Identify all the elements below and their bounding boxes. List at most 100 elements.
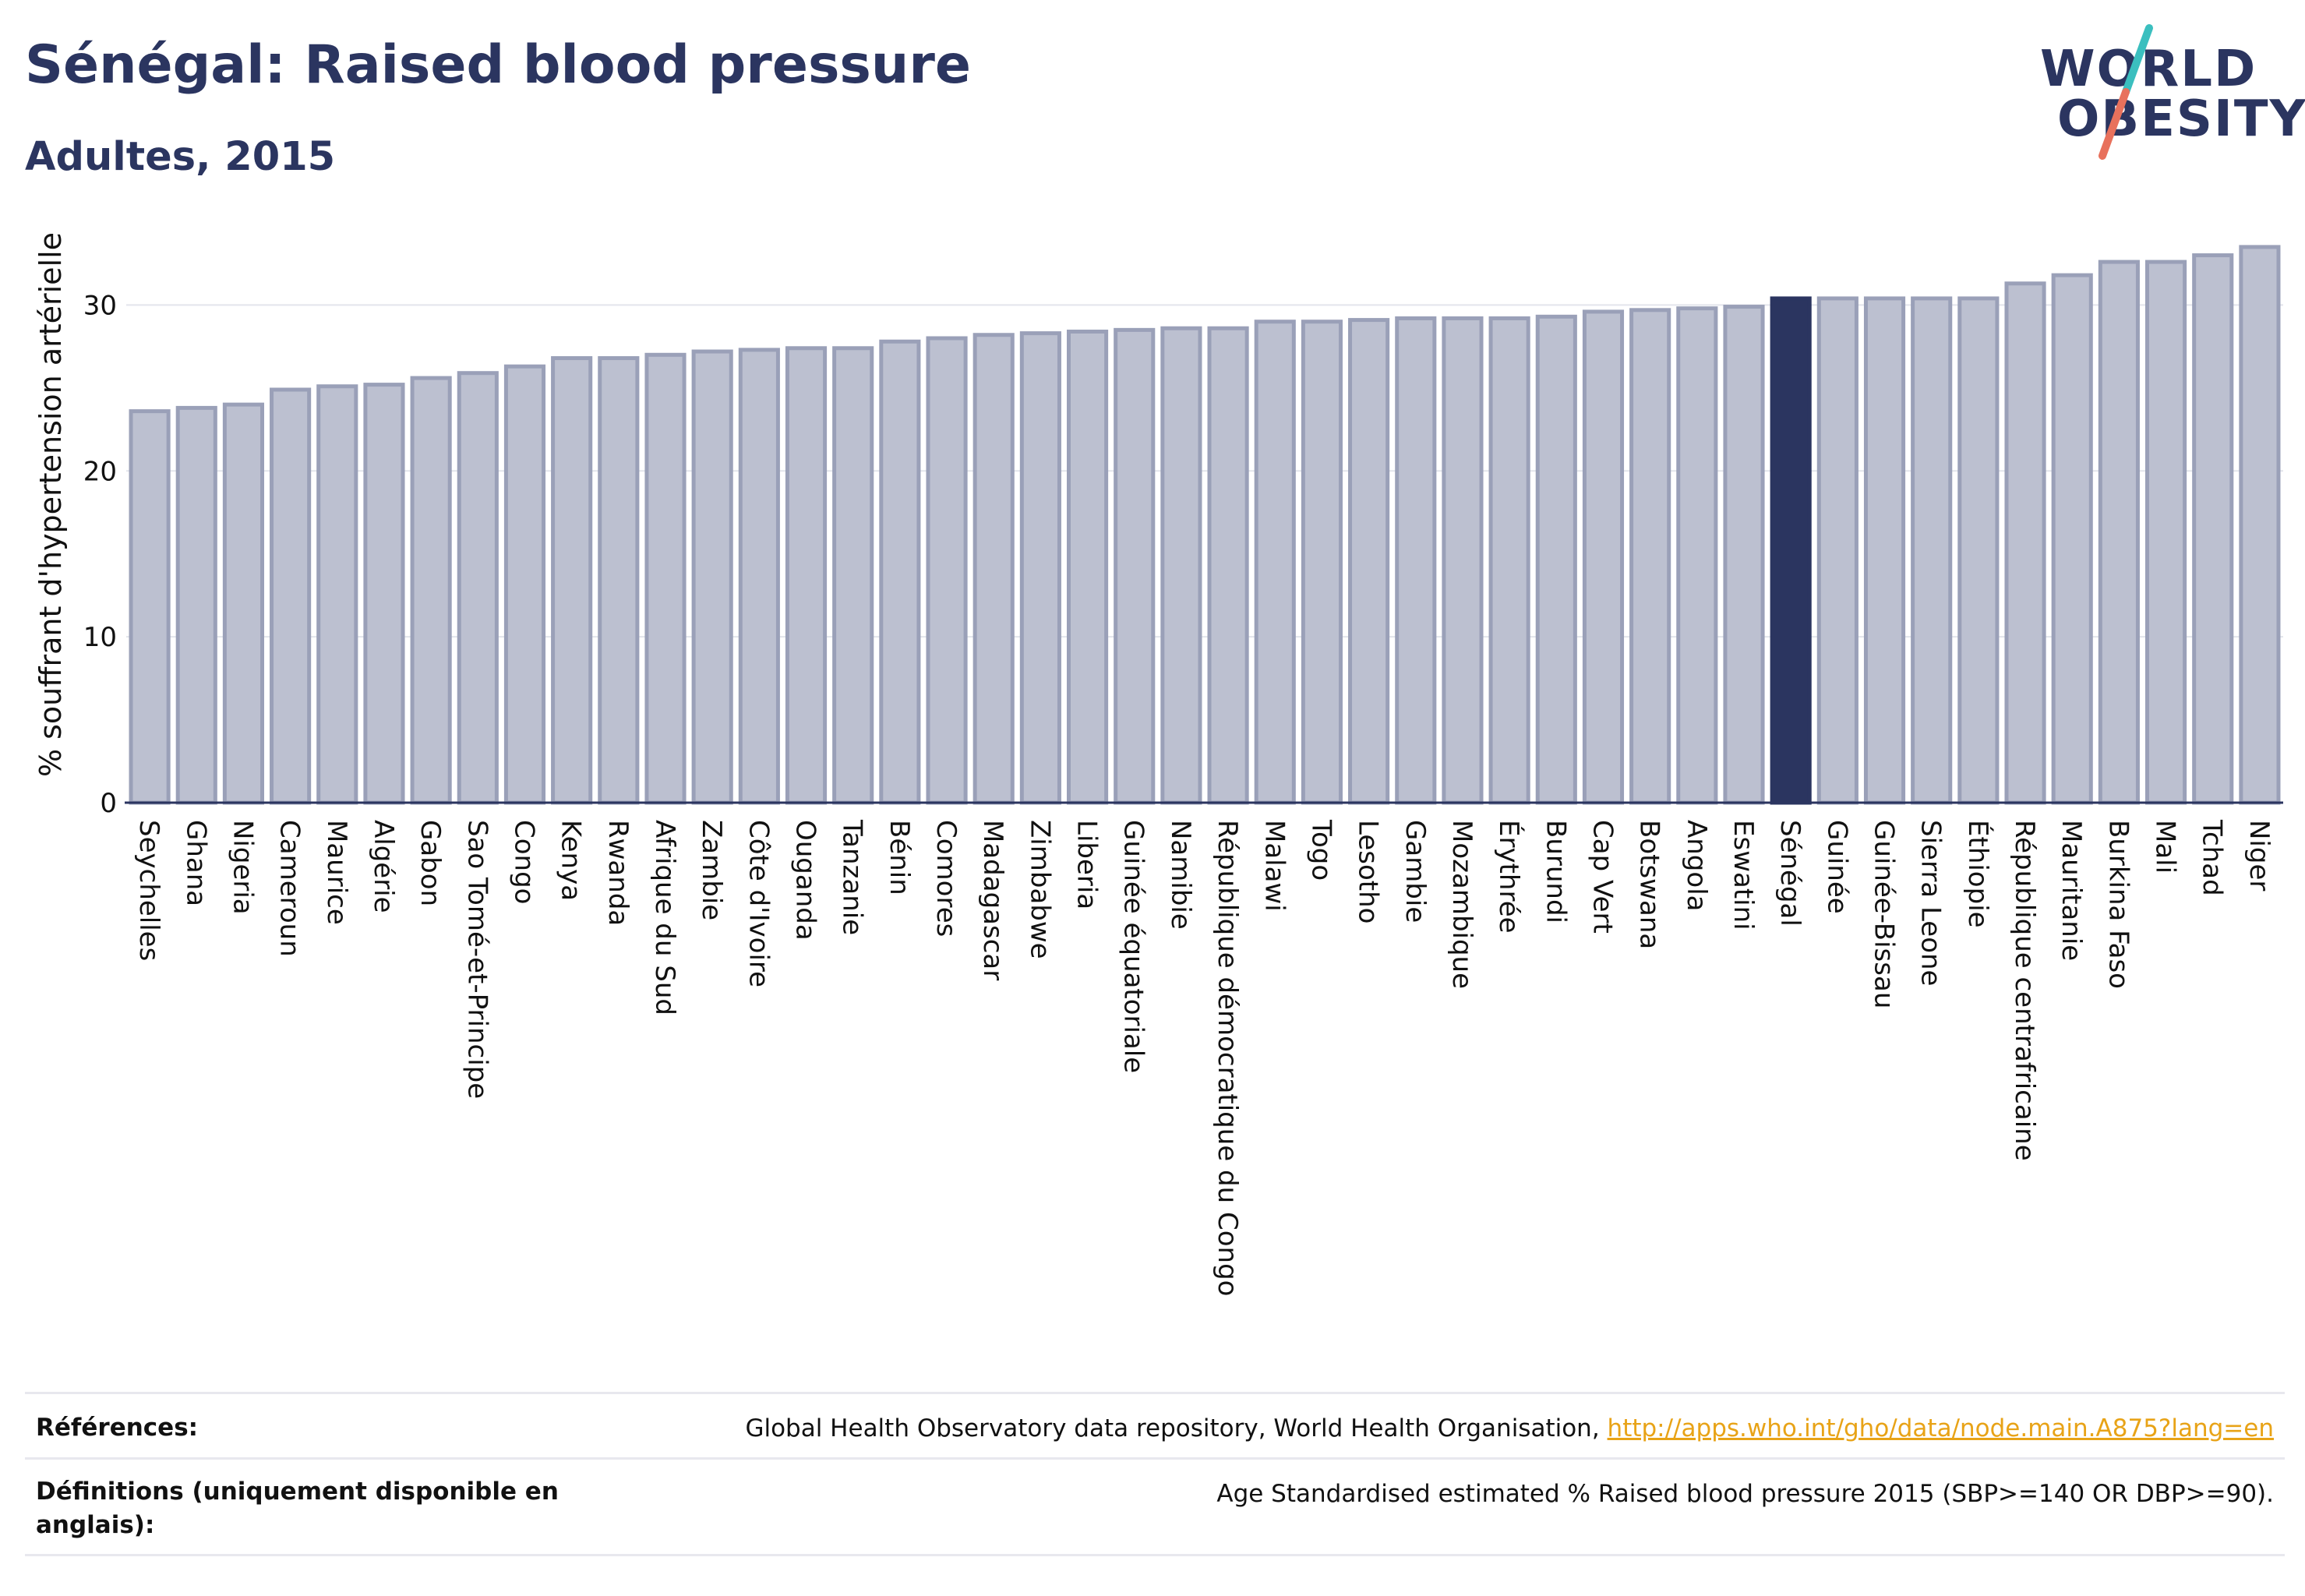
bar — [1301, 320, 1343, 805]
bar — [1629, 308, 1671, 805]
x-tick-label: Liberia — [1071, 820, 1103, 909]
logo-slash-icon — [2099, 24, 2153, 160]
x-tick-label: Mauritanie — [2056, 820, 2087, 961]
bar — [2051, 273, 2093, 805]
bar — [1254, 320, 1296, 805]
x-tick-label: République centrafricaine — [2009, 820, 2040, 1161]
bar — [1723, 305, 1765, 805]
x-tick-label: Gambie — [1400, 820, 1431, 923]
x-tick-label: Ghana — [180, 820, 211, 906]
x-tick-label: Burkina Faso — [2102, 820, 2134, 989]
y-tick-label: 10 — [83, 622, 117, 653]
x-tick-label: Burundi — [1540, 820, 1571, 923]
bar — [1207, 326, 1249, 805]
references-label: Références: — [36, 1414, 199, 1442]
bar — [1066, 329, 1109, 805]
bar — [1770, 296, 1812, 805]
logo-line-1: WORLD — [2040, 41, 2257, 98]
bar — [503, 364, 546, 805]
bar — [1863, 296, 1906, 805]
y-tick-label: 0 — [100, 788, 117, 819]
bar — [832, 346, 874, 805]
references-link[interactable]: http://apps.who.int/gho/data/node.main.A… — [1607, 1414, 2274, 1442]
x-tick-label: Guinée équatoriale — [1118, 820, 1149, 1073]
x-tick-label: Cap Vert — [1587, 820, 1618, 934]
y-tick-label: 30 — [83, 290, 117, 321]
bar — [926, 336, 968, 805]
x-tick-label: Ouganda — [790, 820, 821, 941]
x-tick-label: Éthiopie — [1962, 820, 1994, 928]
x-tick-label: République démocratique du Congo — [1212, 820, 1243, 1296]
bar — [1019, 331, 1061, 805]
references-text: Global Health Observatory data repositor… — [745, 1414, 1608, 1442]
bar — [1911, 296, 1953, 805]
x-tick-label: Comores — [930, 820, 962, 937]
bar — [1957, 296, 2000, 805]
x-tick-label: Congo — [508, 820, 539, 904]
bar — [2192, 253, 2234, 805]
logo-line-2: OBESITY — [2057, 90, 2305, 148]
x-tick-label: Tchad — [2197, 819, 2228, 896]
bar — [691, 349, 733, 805]
chart-subtitle: Adultes, 2015 — [25, 134, 336, 180]
bar — [551, 356, 593, 805]
bar — [316, 384, 358, 805]
world-obesity-logo: WORLD OBESITY — [2034, 22, 2305, 162]
x-tick-label: Guinée-Bissau — [1869, 820, 1900, 1008]
bar-chart: 0 10 20 30 % souffrant d'hypertension artéri… — [34, 232, 2283, 1296]
x-tick-label: Gabon — [415, 820, 446, 906]
bar — [738, 348, 780, 805]
x-tick-label: Nigeria — [227, 820, 258, 915]
references-value: Global Health Observatory data repositor… — [745, 1414, 2274, 1442]
x-tick-label: Algérie — [368, 820, 399, 913]
x-tick-label: Afrique du Sud — [649, 820, 680, 1015]
x-tick-label: Côte d'Ivoire — [743, 820, 774, 987]
bar — [2004, 281, 2046, 805]
x-tick-label: Rwanda — [602, 820, 634, 926]
bar — [879, 339, 921, 805]
x-tick-label: Botswana — [1634, 820, 1665, 949]
definitions-value: Age Standardised estimated % Raised bloo… — [1216, 1480, 2274, 1508]
bar — [1395, 316, 1437, 805]
bar — [175, 405, 217, 805]
bar — [1582, 309, 1625, 805]
bar — [598, 356, 640, 805]
x-tick-label: Mali — [2150, 820, 2181, 874]
bar — [1114, 327, 1156, 805]
y-tick-label: 20 — [83, 456, 117, 487]
definitions-row: Définitions (uniquement disponible en an… — [25, 1457, 2285, 1556]
x-tick-label: Eswatini — [1728, 820, 1759, 930]
x-tick-label: Madagascar — [977, 820, 1008, 980]
y-axis-label: % souffrant d'hypertension artérielle — [34, 232, 68, 777]
definitions-label: Définitions (uniquement disponible en an… — [36, 1478, 559, 1539]
bar — [222, 402, 265, 805]
chart-title: Sénégal: Raised blood pressure — [25, 34, 971, 96]
bar — [129, 409, 171, 805]
bar — [1535, 314, 1577, 805]
x-tick-label: Zambie — [696, 820, 727, 920]
bar — [644, 352, 687, 805]
bar — [457, 371, 499, 805]
x-tick-label: Bénin — [884, 820, 915, 895]
x-tick-label: Togo — [1305, 819, 1336, 881]
bar — [1442, 316, 1484, 805]
x-tick-label: Cameroun — [274, 820, 305, 957]
bar — [1816, 296, 1858, 805]
bar — [2239, 245, 2281, 805]
x-tick-label: Seychelles — [133, 820, 164, 961]
bar — [1348, 318, 1390, 805]
bar — [270, 387, 312, 805]
bar — [2098, 260, 2140, 805]
bar — [972, 333, 1015, 805]
x-tick-label: Lesotho — [1353, 820, 1384, 923]
bar — [410, 376, 452, 805]
x-tick-label: Niger — [2243, 820, 2275, 891]
x-tick-label: Sénégal — [1774, 820, 1806, 927]
bar — [363, 383, 405, 805]
x-tick-label: Mozambique — [1446, 820, 1477, 989]
references-row: Références: Global Health Observatory da… — [25, 1392, 2285, 1460]
x-tick-label: Sierra Leone — [1915, 820, 1947, 986]
bar — [2144, 260, 2187, 805]
x-tick-label: Namibie — [1165, 820, 1196, 930]
bar — [785, 346, 828, 805]
